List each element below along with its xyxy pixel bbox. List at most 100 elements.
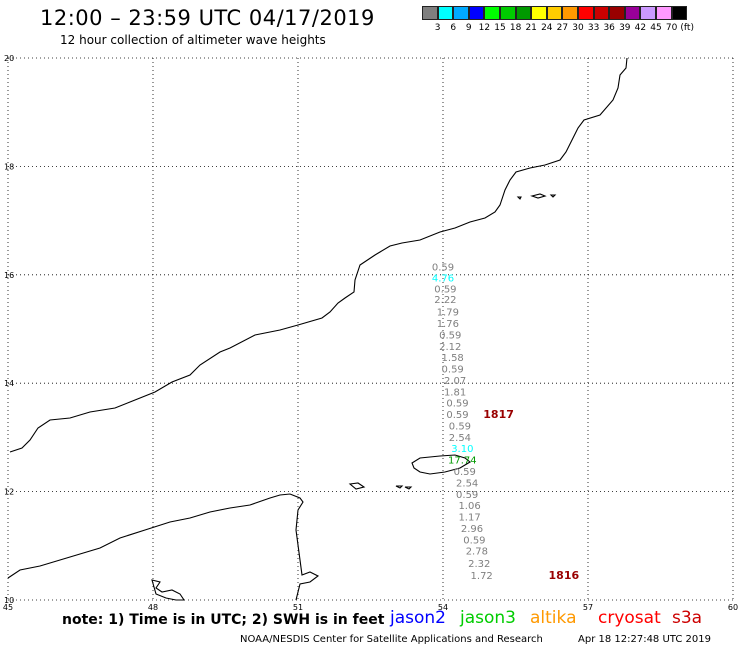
wave-height-value: 0.59 bbox=[446, 410, 468, 421]
wave-height-value: 0.59 bbox=[463, 535, 485, 546]
wave-height-value: 2.54 bbox=[449, 433, 471, 444]
color-scale-label: 15 bbox=[494, 23, 506, 33]
y-tick-label: 14 bbox=[4, 379, 14, 388]
wave-height-value: 0.59 bbox=[446, 399, 468, 410]
wave-height-value: 1.81 bbox=[444, 387, 466, 398]
color-scale-label: 18 bbox=[509, 23, 522, 33]
wave-height-value: 2.07 bbox=[444, 376, 466, 387]
wave-height-value: 0.59 bbox=[432, 263, 454, 274]
islet-2 bbox=[395, 485, 404, 489]
color-scale-label: 42 bbox=[634, 23, 647, 33]
y-tick-label: 18 bbox=[4, 162, 14, 171]
y-tick-label: 12 bbox=[4, 488, 14, 497]
wave-height-value: 0.59 bbox=[454, 467, 476, 478]
color-scale-label: (ft) bbox=[680, 23, 694, 33]
color-scale-label: 12 bbox=[478, 23, 491, 33]
color-scale-label: 30 bbox=[572, 23, 584, 33]
map-grid bbox=[7, 57, 734, 601]
wave-height-value: 2.54 bbox=[456, 478, 478, 489]
wave-height-value: 2.12 bbox=[439, 342, 461, 353]
color-swatch bbox=[422, 6, 438, 20]
color-swatch bbox=[531, 6, 547, 20]
y-tick-label: 16 bbox=[4, 271, 14, 280]
islet-5 bbox=[530, 193, 547, 199]
color-swatch bbox=[515, 6, 532, 20]
islet-3 bbox=[404, 486, 413, 490]
wave-height-value: 4.76 bbox=[432, 274, 454, 285]
wave-height-value: 0.59 bbox=[442, 365, 464, 376]
x-tick-label: 45 bbox=[3, 603, 13, 612]
color-swatch bbox=[484, 6, 500, 20]
x-tick-label: 51 bbox=[293, 603, 303, 612]
color-scale-label: 21 bbox=[525, 23, 537, 33]
color-scale-label: 6 bbox=[450, 23, 457, 33]
chart-subtitle: 12 hour collection of altimeter wave hei… bbox=[60, 33, 326, 47]
wave-height-value: 2.96 bbox=[461, 524, 483, 535]
color-swatch bbox=[437, 6, 454, 20]
color-swatch bbox=[593, 6, 610, 20]
legend-s3a: s3a bbox=[672, 608, 703, 628]
somalia-coastline bbox=[7, 493, 320, 601]
wave-height-value: 1.76 bbox=[437, 319, 459, 330]
color-scale bbox=[422, 6, 688, 20]
color-swatch bbox=[453, 6, 469, 20]
islet-4 bbox=[516, 196, 522, 200]
color-scale-label: 36 bbox=[603, 23, 615, 33]
islet-6 bbox=[549, 194, 557, 198]
wave-height-value: 1.79 bbox=[437, 308, 459, 319]
islet-1 bbox=[348, 482, 366, 490]
color-scale-label: 3 bbox=[434, 23, 441, 33]
footer-timestamp: Apr 18 12:27:48 UTC 2019 bbox=[578, 634, 711, 645]
wave-height-value: 0.59 bbox=[439, 330, 461, 341]
y-tick-label: 20 bbox=[4, 54, 14, 63]
color-swatch bbox=[499, 6, 516, 20]
x-tick-label: 54 bbox=[438, 603, 448, 612]
color-swatch bbox=[562, 6, 578, 20]
wave-height-value: 1.58 bbox=[442, 353, 464, 364]
wave-height-value: 0.59 bbox=[456, 490, 478, 501]
color-scale-label: 39 bbox=[619, 23, 631, 33]
x-tick-label: 60 bbox=[728, 603, 738, 612]
color-scale-label: 9 bbox=[465, 23, 472, 33]
color-scale-label: 24 bbox=[541, 23, 553, 33]
color-scale-label: 70 bbox=[665, 23, 678, 33]
color-swatch bbox=[609, 6, 625, 20]
color-swatch bbox=[655, 6, 672, 20]
pass-time-label: 1816 bbox=[549, 569, 580, 582]
legend-jason2: jason2 bbox=[390, 608, 446, 628]
legend-jason3: jason3 bbox=[460, 608, 516, 628]
chart-title: 12:00 – 23:59 UTC 04/17/2019 bbox=[40, 6, 375, 30]
inland-fragment bbox=[151, 579, 186, 601]
units-note: note: 1) Time is in UTC; 2) SWH is in fe… bbox=[62, 612, 385, 628]
color-swatch bbox=[624, 6, 641, 20]
footer-credit: NOAA/NESDIS Center for Satellite Applica… bbox=[240, 634, 543, 645]
wave-height-value: 1.06 bbox=[458, 501, 480, 512]
x-tick-label: 48 bbox=[148, 603, 158, 612]
color-swatch bbox=[577, 6, 594, 20]
y-tick-label: 10 bbox=[4, 596, 14, 605]
legend-cryosat: cryosat bbox=[598, 608, 661, 628]
color-swatch bbox=[671, 6, 688, 20]
wave-height-value: 3.10 bbox=[451, 444, 473, 455]
wave-height-value: 2.32 bbox=[468, 559, 490, 570]
wave-height-value: 2.22 bbox=[434, 295, 456, 306]
wave-height-value: 2.78 bbox=[466, 547, 488, 558]
wave-height-value: 0.59 bbox=[449, 421, 471, 432]
coastline bbox=[7, 57, 628, 601]
wave-height-value: 1.72 bbox=[471, 571, 493, 582]
color-scale-label: 27 bbox=[556, 23, 569, 33]
color-swatch bbox=[546, 6, 563, 20]
color-swatch bbox=[640, 6, 656, 20]
arabian-coastline bbox=[9, 57, 628, 453]
color-scale-label: 33 bbox=[587, 23, 600, 33]
legend-altika: altika bbox=[530, 608, 577, 628]
wave-height-value: 1.17 bbox=[458, 513, 480, 524]
socotra-island bbox=[411, 454, 471, 475]
color-scale-label: 45 bbox=[650, 23, 662, 33]
pass-time-label: 1817 bbox=[483, 408, 514, 421]
x-tick-label: 57 bbox=[583, 603, 593, 612]
color-swatch bbox=[468, 6, 485, 20]
wave-height-labels: 0.594.760.592.221.791.760.592.121.580.59… bbox=[432, 263, 580, 582]
